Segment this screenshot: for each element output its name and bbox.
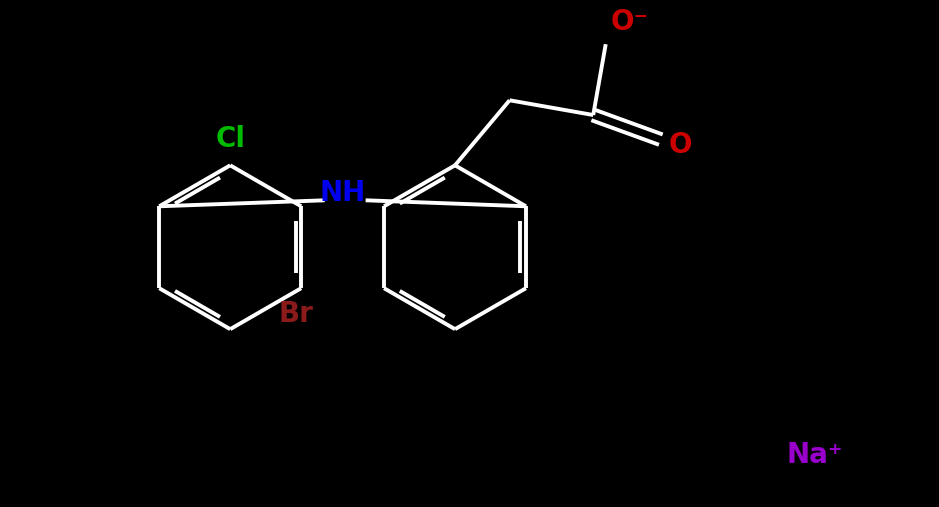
Text: Cl: Cl: [215, 125, 245, 153]
Text: O: O: [669, 131, 692, 159]
Text: O⁻: O⁻: [610, 8, 649, 36]
Text: NH: NH: [319, 179, 366, 207]
Text: Na⁺: Na⁺: [787, 441, 843, 469]
Text: Br: Br: [279, 300, 314, 328]
